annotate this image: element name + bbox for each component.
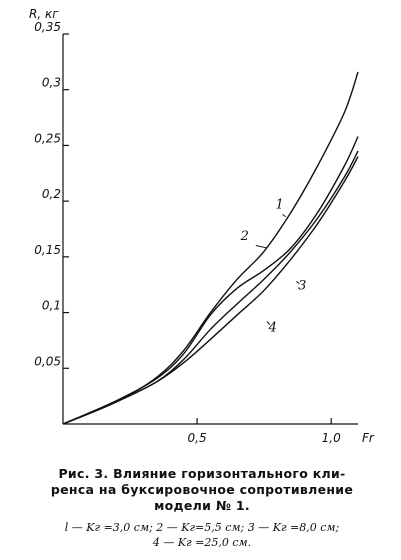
- series-label-leader: [296, 280, 300, 285]
- ticks: 0,05 0,1 0,15 0,2 0,25 0,3 0,35 0,5 1,0: [34, 20, 341, 445]
- y-tick-label: 0,05: [34, 354, 61, 368]
- y-tick-label: 0,1: [42, 299, 61, 313]
- series-label-leader: [255, 245, 267, 249]
- legend-note-line: 4 — Kг =25,0 см.: [152, 536, 252, 549]
- y-tick-label: 0,25: [34, 131, 61, 145]
- figure-caption: Рис. 3. Влияние горизонтального кли- рен…: [22, 466, 382, 514]
- figure-legend-note: l — Kг =3,0 см; 2 — Kг=5,5 см; 3 — Kг =8…: [22, 520, 382, 550]
- chart: 0,05 0,1 0,15 0,2 0,25 0,3 0,35 0,5 1,0 1 2 3 4 R, …: [29, 7, 375, 445]
- series-lines: [62, 71, 359, 425]
- series-line-1: [62, 71, 359, 425]
- y-tick-label: 0,35: [34, 20, 61, 34]
- y-tick-label: 0,15: [34, 243, 61, 257]
- y-tick-label: 0,3: [42, 76, 61, 90]
- series-label-1: 1: [275, 198, 283, 213]
- series-line-4: [62, 156, 359, 425]
- series-line-2: [62, 136, 359, 425]
- y-axis-title: R, кг: [29, 7, 59, 21]
- series-label-leader: [282, 213, 286, 218]
- x-tick-label: 1,0: [322, 431, 341, 445]
- series-label-3: 3: [298, 278, 306, 293]
- y-tick-label: 0,2: [42, 187, 61, 201]
- series-line-3: [62, 150, 359, 425]
- caption-line: ренса на буксировочное сопротивление: [50, 482, 354, 497]
- caption-line: Рис. 3. Влияние горизонтального кли-: [58, 466, 346, 481]
- legend-note-line: l — Kг =3,0 см; 2 — Kг=5,5 см; 3 — Kг =8…: [64, 521, 340, 534]
- series-label-2: 2: [240, 229, 249, 244]
- axes: [62, 34, 358, 425]
- series-labels: 1 2 3 4: [240, 198, 307, 336]
- x-tick-label: 0,5: [188, 431, 207, 445]
- caption-line: модели № 1.: [154, 498, 250, 513]
- series-label-leader: [266, 321, 271, 325]
- x-axis-title: Fr: [362, 431, 375, 445]
- series-label-4: 4: [268, 320, 277, 335]
